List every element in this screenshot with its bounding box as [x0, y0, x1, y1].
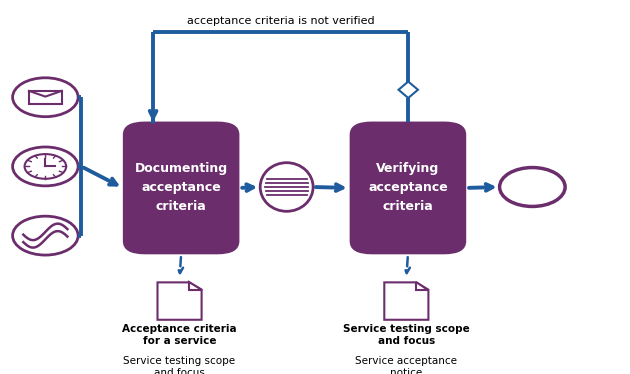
Text: Service acceptance
notice: Service acceptance notice — [355, 356, 457, 374]
Circle shape — [25, 154, 66, 179]
FancyBboxPatch shape — [123, 122, 239, 254]
FancyBboxPatch shape — [350, 122, 466, 254]
Circle shape — [13, 78, 78, 117]
Text: Verifying
acceptance
criteria: Verifying acceptance criteria — [368, 162, 448, 214]
Text: Acceptance criteria
for a service: Acceptance criteria for a service — [122, 324, 237, 346]
Text: Documenting
acceptance
criteria: Documenting acceptance criteria — [135, 162, 227, 214]
Polygon shape — [416, 282, 428, 290]
Circle shape — [500, 168, 565, 206]
Text: Service testing scope
and focus: Service testing scope and focus — [123, 356, 236, 374]
Polygon shape — [399, 82, 418, 98]
Circle shape — [13, 147, 78, 186]
Bar — [29, 91, 62, 104]
Circle shape — [13, 216, 78, 255]
Ellipse shape — [260, 163, 313, 211]
Polygon shape — [189, 282, 202, 290]
Text: acceptance criteria is not verified: acceptance criteria is not verified — [187, 16, 374, 26]
Text: Service testing scope
and focus: Service testing scope and focus — [343, 324, 470, 346]
Polygon shape — [384, 282, 428, 320]
Polygon shape — [158, 282, 202, 320]
